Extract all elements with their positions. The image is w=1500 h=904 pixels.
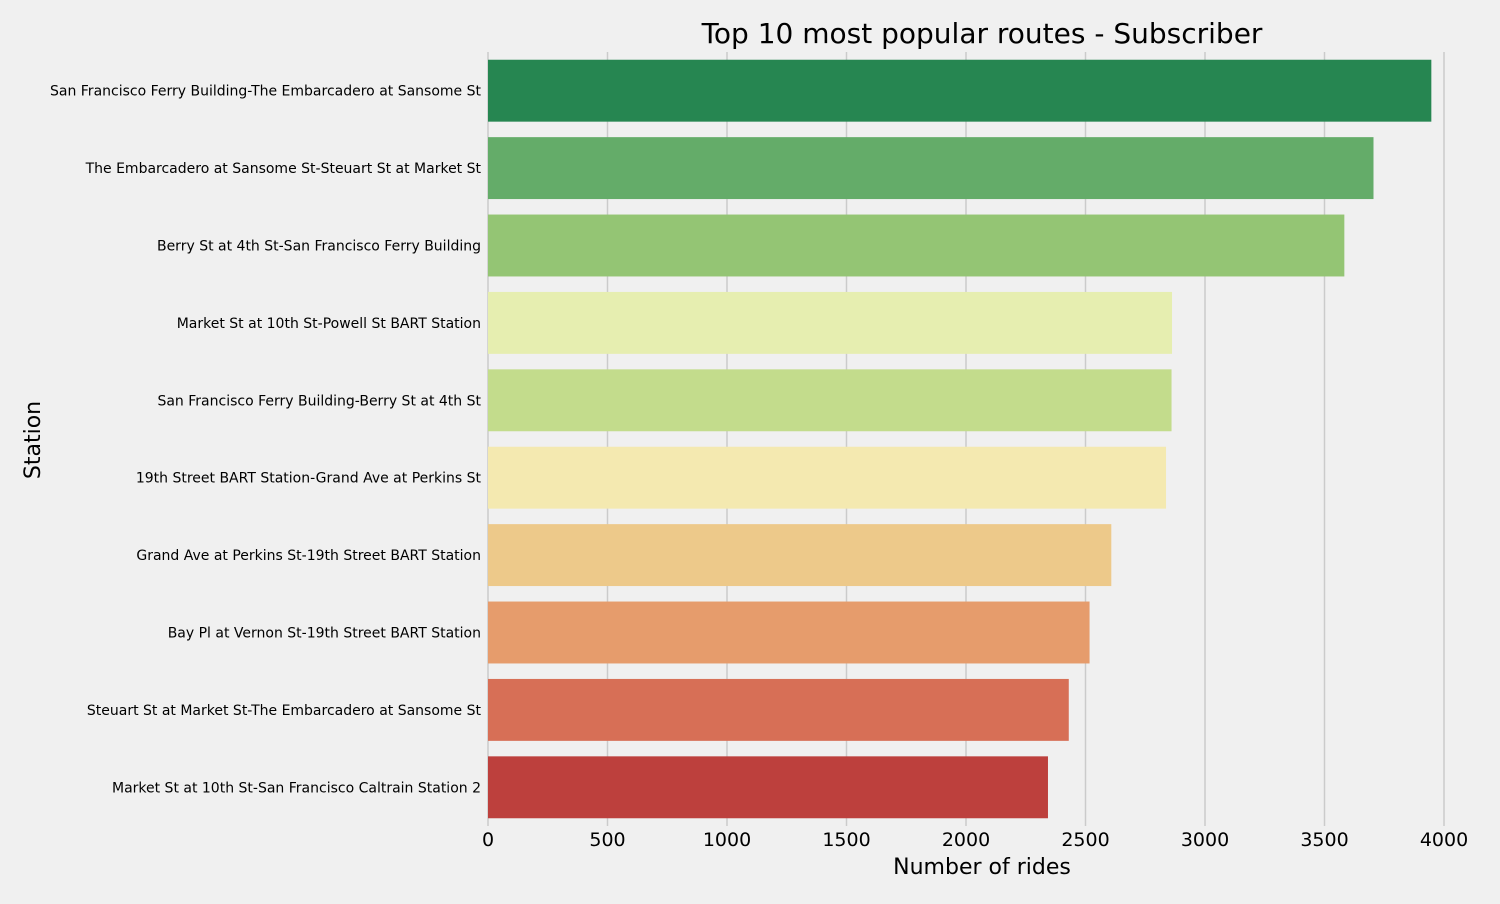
x-tick-label: 3500 bbox=[1300, 829, 1348, 851]
bar bbox=[488, 214, 1345, 277]
y-tick-label: Bay Pl at Vernon St-19th Street BART Sta… bbox=[168, 626, 481, 642]
y-tick-label: San Francisco Ferry Building-Berry St at… bbox=[157, 393, 481, 409]
y-axis-label: Station bbox=[21, 401, 46, 479]
x-tick-label: 3000 bbox=[1181, 829, 1229, 851]
x-tick-label: 500 bbox=[589, 829, 625, 851]
y-tick-label: San Francisco Ferry Building-The Embarca… bbox=[50, 84, 482, 100]
bar bbox=[488, 369, 1172, 432]
bar bbox=[488, 601, 1090, 664]
y-tick-label: Berry St at 4th St-San Francisco Ferry B… bbox=[157, 239, 481, 255]
x-tick-labels: 0 500 1000 1500 2000 2500 3000 3500 4000 bbox=[482, 829, 1468, 851]
x-tick-label: 4000 bbox=[1420, 829, 1468, 851]
y-tick-label: Market St at 10th St-Powell St BART Stat… bbox=[177, 316, 481, 332]
bar bbox=[488, 678, 1069, 741]
chart-title: Top 10 most popular routes - Subscriber bbox=[701, 17, 1263, 50]
bars bbox=[488, 59, 1432, 819]
bar bbox=[488, 137, 1374, 200]
x-tick-label: 2500 bbox=[1061, 829, 1109, 851]
x-tick-label: 2000 bbox=[942, 829, 990, 851]
bar bbox=[488, 291, 1173, 354]
x-axis-label: Number of rides bbox=[893, 855, 1071, 880]
bar bbox=[488, 59, 1432, 122]
y-tick-labels: San Francisco Ferry Building-The Embarca… bbox=[50, 84, 482, 797]
y-tick-label: Grand Ave at Perkins St-19th Street BART… bbox=[136, 548, 481, 564]
x-tick-label: 0 bbox=[482, 829, 494, 851]
y-tick-label: Steuart St at Market St-The Embarcadero … bbox=[87, 703, 482, 719]
bar bbox=[488, 446, 1167, 509]
x-tick-label: 1000 bbox=[703, 829, 751, 851]
bar bbox=[488, 524, 1112, 587]
y-tick-label: The Embarcadero at Sansome St-Steuart St… bbox=[85, 161, 482, 177]
x-tick-label: 1500 bbox=[822, 829, 870, 851]
bar bbox=[488, 756, 1048, 819]
y-tick-label: Market St at 10th St-San Francisco Caltr… bbox=[112, 780, 481, 796]
y-tick-label: 19th Street BART Station-Grand Ave at Pe… bbox=[136, 471, 482, 487]
